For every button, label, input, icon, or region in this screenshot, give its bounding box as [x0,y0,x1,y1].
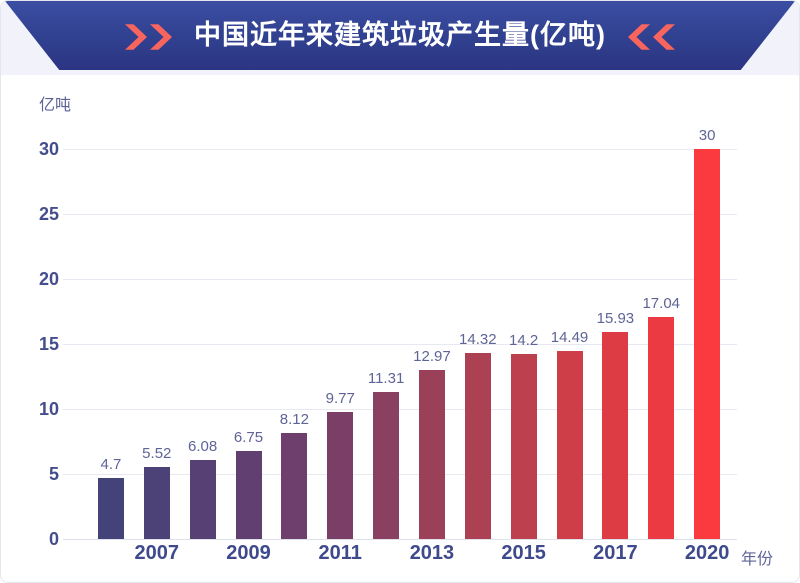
gridline-20 [63,279,737,280]
y-tick-label-15: 15 [38,334,59,354]
bar-slot: 14.32 [455,149,501,539]
bar [648,317,675,539]
bar-value-label: 9.77 [325,390,355,407]
bar-value-label: 11.31 [367,369,405,387]
x-axis-labels: 2007 2009 2011 2013 2015 2017 2020 [88,542,730,564]
double-chevron-right-icon [125,22,172,52]
gridlines [63,149,737,540]
x-tick-label-empty [180,542,226,564]
bar-slot: 30 [684,128,730,539]
y-tick-label-30: 30 [38,139,59,159]
bar-value-label: 6.08 [188,437,218,455]
bar [602,331,629,539]
bar-value-label: 6.75 [233,429,264,447]
bar-slot: 5.52 [134,149,180,539]
bar-value-label: 15.93 [596,309,635,327]
bar-value-label: 14.2 [509,332,539,350]
bar [281,433,308,539]
x-tick-label-2009: 2009 [226,542,271,564]
x-tick-label-empty [547,542,593,564]
x-tick-label-empty [455,542,501,564]
bar-value-label: 8.12 [279,411,309,429]
bar [189,459,216,539]
x-tick-label-2017: 2017 [593,542,638,564]
x-tick-label-empty [271,542,317,564]
gridline-30 [63,149,737,150]
bar-slot: 6.75 [226,149,272,539]
bar [694,149,721,539]
x-tick-label-2015: 2015 [501,542,546,564]
bar [464,352,491,539]
bar-slot: 8.12 [271,149,317,539]
bar [97,477,124,539]
x-tick-label-empty [88,542,134,564]
bar-slot: 6.08 [180,149,226,539]
x-axis-title: 年份 [741,551,774,568]
bars-container: 4.7 5.52 6.08 6.75 8.12 9.77 11.31 12.97 14.32 14… [88,128,730,539]
x-tick-label-2013: 2013 [409,542,455,564]
gridline-25 [63,214,737,215]
title-banner: 中国近年来建筑垃圾产生量(亿吨) [4,1,796,70]
bar-slot: 14.2 [501,149,547,539]
gridline-15 [63,344,737,345]
x-tick-label-empty [638,542,684,564]
bar [327,412,354,539]
chart-title: 中国近年来建筑垃圾产生量(亿吨) [194,20,606,50]
bar [143,467,170,539]
x-tick-label-2011: 2011 [318,542,362,564]
bar-value-label: 17.04 [642,295,681,313]
x-tick-label-2020: 2020 [684,542,730,564]
bar-slot: 9.77 [317,149,363,539]
bar-slot: 4.7 [88,149,134,539]
bar-value-label: 14.32 [459,330,497,348]
bar-value-label: 4.7 [100,455,122,473]
bar-slot: 15.93 [592,149,638,539]
bar [510,354,537,539]
double-chevron-left-icon [627,22,675,52]
bar-value-label: 12.97 [413,348,451,366]
bar-slot: 17.04 [638,149,684,539]
y-axis-unit-label: 亿吨 [39,97,72,114]
y-tick-label-20: 20 [38,269,59,289]
bar-value-label: 5.52 [142,445,172,463]
gridline-10 [63,409,737,410]
y-tick-label-25: 25 [38,204,59,224]
bar-value-label: 30 [698,127,716,144]
bar [556,350,583,539]
y-tick-label-5: 5 [48,464,59,484]
gridline-0 [63,539,737,540]
y-tick-label-10: 10 [38,399,59,419]
x-tick-label-2007: 2007 [134,542,180,564]
bar-value-label: 14.49 [550,328,589,346]
y-tick-label-0: 0 [48,529,59,549]
bar [235,451,262,539]
bar-slot: 14.49 [547,149,593,539]
x-tick-label-empty [363,542,409,564]
gridline-5 [63,474,737,475]
bar [373,391,400,539]
bar [418,370,445,539]
bar-slot: 12.97 [409,149,455,539]
bar-slot: 11.31 [363,149,409,539]
